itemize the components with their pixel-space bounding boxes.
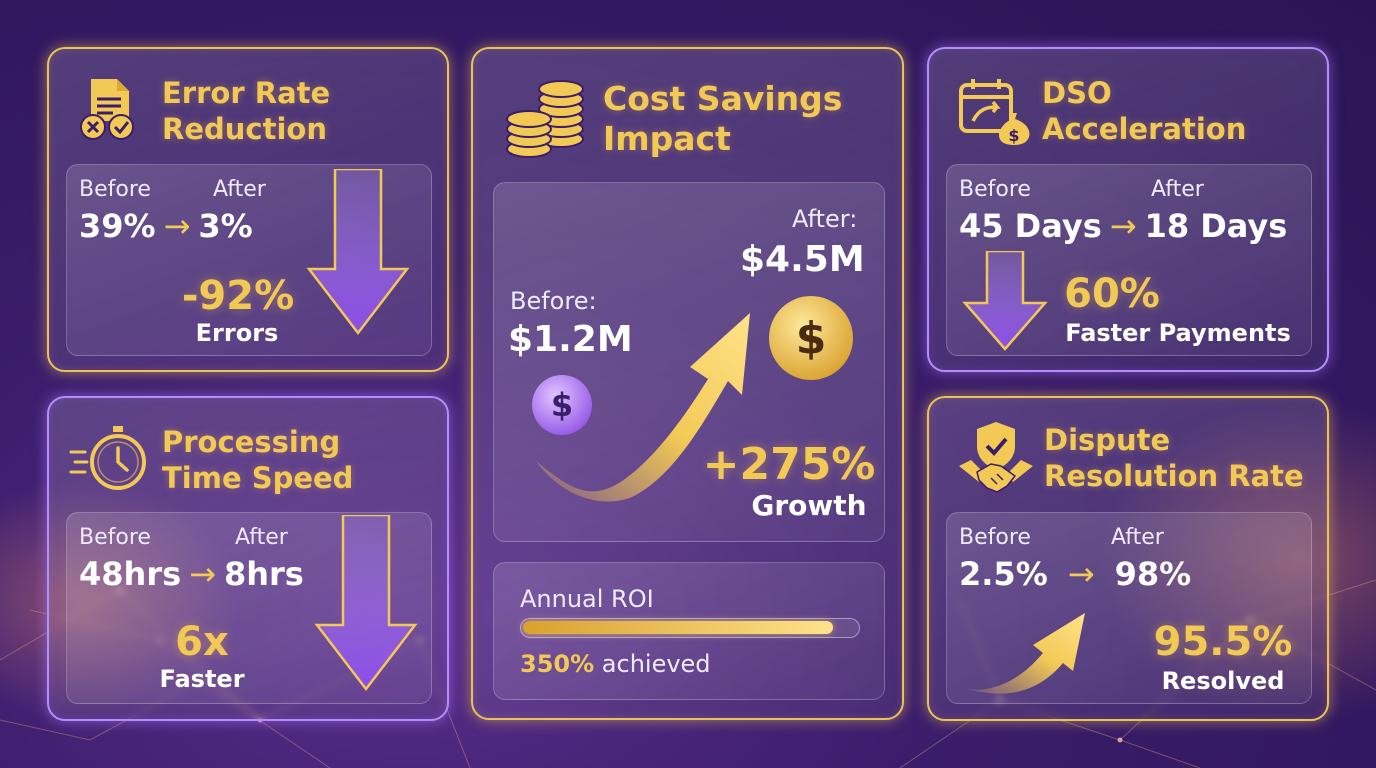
before-value: 2.5% <box>959 555 1048 593</box>
dollar-coin-icon: $ <box>766 293 856 383</box>
after-value: $4.5M <box>740 239 865 280</box>
coin-stack-icon <box>503 77 587 161</box>
down-arrow-icon <box>303 169 413 339</box>
before-label: Before <box>959 525 1031 550</box>
cost-growth: +275% <box>702 439 876 490</box>
dispute-change: 95.5% <box>1153 619 1293 665</box>
before-label: Before <box>79 525 151 550</box>
after-label: After <box>213 177 266 202</box>
roi-progress-fill <box>523 621 833 634</box>
right-arrow-icon: → <box>1109 207 1137 245</box>
before-value: $1.2M <box>508 319 633 360</box>
dispute-values: 2.5% → 98% <box>959 555 1191 593</box>
cost-savings-title: Cost Savings Impact <box>603 79 843 158</box>
before-value: 45 Days <box>959 207 1102 245</box>
processing-change-label: Faster <box>159 665 245 693</box>
right-arrow-icon: → <box>189 555 216 593</box>
calendar-money-icon: $ <box>957 75 1035 147</box>
error-rate-panel: Before After 39% → 3% -92% Errors <box>66 164 432 356</box>
roi-achieved: 350% achieved <box>520 650 711 678</box>
processing-panel: Before After 48hrs → 8hrs 6x Faster <box>66 512 432 704</box>
dso-values: 45 Days → 18 Days <box>959 207 1287 245</box>
cost-savings-card: Cost Savings Impact After: $4.5M Before:… <box>471 47 904 720</box>
processing-card: Processing Time Speed Before After 48hrs… <box>47 396 449 721</box>
before-label: Before: <box>510 287 597 315</box>
dso-change: 60% <box>1064 271 1160 317</box>
dispute-title: Dispute Resolution Rate <box>1044 423 1304 493</box>
dollar-glyph: $ <box>1008 126 1019 145</box>
after-label: After <box>1151 177 1204 202</box>
after-label: After <box>235 525 288 550</box>
dso-panel: Before After 45 Days → 18 Days 60% Faster … <box>946 164 1312 356</box>
dollar-coin-icon: $ <box>530 373 594 437</box>
dispute-change-label: Resolved <box>1161 667 1285 695</box>
error-rate-change-label: Errors <box>195 319 279 347</box>
after-value: 3% <box>198 207 253 245</box>
dso-card: $ DSO Acceleration Before After 45 Days →… <box>927 47 1329 372</box>
dollar-glyph: $ <box>796 313 827 364</box>
up-arrow-icon <box>532 311 762 507</box>
stopwatch-icon <box>69 422 149 492</box>
handshake-shield-icon <box>957 420 1035 496</box>
processing-title: Processing Time Speed <box>162 425 354 495</box>
before-value: 48hrs <box>79 555 182 593</box>
after-value: 18 Days <box>1144 207 1288 245</box>
after-value: 8hrs <box>223 555 304 593</box>
down-arrow-icon <box>961 251 1051 353</box>
right-arrow-icon: → <box>1067 555 1095 593</box>
before-label: Before <box>79 177 151 202</box>
after-label: After: <box>792 205 858 233</box>
error-rate-change: -92% <box>181 273 295 319</box>
roi-value: 350% <box>520 650 595 678</box>
after-value: 98% <box>1114 555 1192 593</box>
error-rate-card: Error Rate Reduction Before After 39% → 3%… <box>47 47 449 372</box>
before-value: 39% <box>79 207 156 245</box>
roi-suffix: achieved <box>594 650 711 678</box>
dso-change-label: Faster Payments <box>1065 319 1291 347</box>
right-arrow-icon: → <box>163 207 191 245</box>
processing-change: 6x <box>175 619 229 665</box>
roi-progress-bar <box>520 618 860 638</box>
roi-panel: Annual ROI 350% achieved <box>493 562 885 700</box>
after-label: After <box>1111 525 1164 550</box>
dispute-card: Dispute Resolution Rate Before After 2.5… <box>927 396 1329 721</box>
cost-growth-label: Growth <box>751 489 867 522</box>
dispute-panel: Before After 2.5% → 98% 95.5% Resolved <box>946 512 1312 704</box>
up-arrow-icon <box>965 609 1089 697</box>
document-check-icon <box>77 75 143 143</box>
dso-title: DSO Acceleration <box>1042 76 1247 146</box>
error-rate-values: 39% → 3% <box>79 207 253 245</box>
down-arrow-icon <box>311 515 421 693</box>
before-label: Before <box>959 177 1031 202</box>
error-rate-title: Error Rate Reduction <box>162 76 331 146</box>
cost-savings-panel: After: $4.5M Before: $1.2M $ $ +275% <box>493 182 885 542</box>
processing-values: 48hrs → 8hrs <box>79 555 304 593</box>
dollar-glyph: $ <box>551 386 573 424</box>
roi-label: Annual ROI <box>520 585 654 613</box>
